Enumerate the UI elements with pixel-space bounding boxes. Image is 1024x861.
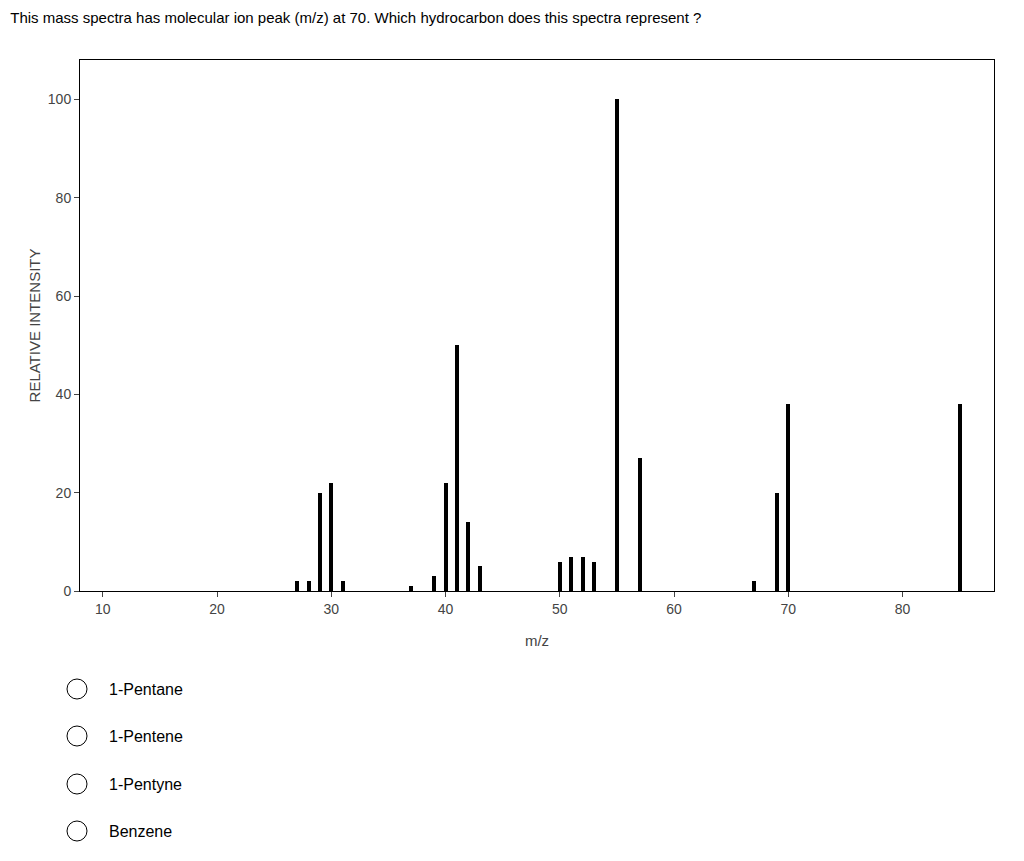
svg-text:50: 50 xyxy=(552,601,568,617)
svg-text:10: 10 xyxy=(95,601,111,617)
svg-text:0: 0 xyxy=(63,583,71,599)
svg-text:80: 80 xyxy=(895,601,911,617)
svg-text:This mass spectra has molecula: This mass spectra has molecular ion peak… xyxy=(10,9,701,26)
svg-text:20: 20 xyxy=(209,601,225,617)
svg-text:60: 60 xyxy=(666,601,682,617)
svg-text:1-Pentane: 1-Pentane xyxy=(109,681,183,698)
svg-text:80: 80 xyxy=(56,190,72,206)
svg-text:Benzene: Benzene xyxy=(109,823,172,840)
svg-text:40: 40 xyxy=(56,386,72,402)
svg-text:70: 70 xyxy=(781,601,797,617)
svg-text:1-Pentene: 1-Pentene xyxy=(109,728,183,745)
svg-text:20: 20 xyxy=(56,485,72,501)
svg-text:60: 60 xyxy=(56,288,72,304)
svg-text:40: 40 xyxy=(438,601,454,617)
svg-text:100: 100 xyxy=(48,91,72,107)
svg-text:m/z: m/z xyxy=(525,632,549,649)
svg-text:30: 30 xyxy=(324,601,340,617)
svg-text:1-Pentyne: 1-Pentyne xyxy=(109,776,182,793)
svg-text:RELATIVE INTENSITY: RELATIVE INTENSITY xyxy=(26,249,43,403)
